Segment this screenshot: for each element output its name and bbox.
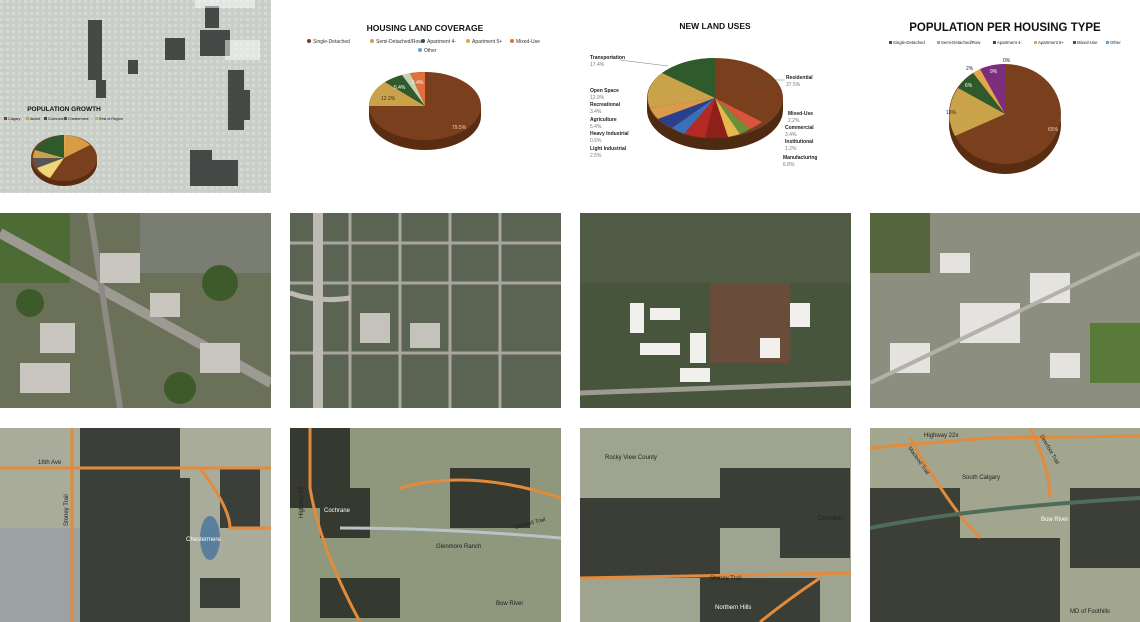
- nlu-value-heavy-industrial: 0.5%: [590, 138, 602, 144]
- housing-land-coverage-title: HOUSING LAND COVERAGE: [367, 23, 484, 33]
- nlu-label-open-space: Open Space: [590, 88, 619, 94]
- pph-legend-semi-detached: Semi-Detached/Row: [941, 40, 981, 45]
- pph-legend-single-detached: Single-Detached: [893, 40, 925, 45]
- housing-land-coverage-chart: HOUSING LAND COVERAGE Single-Detached Se…: [307, 23, 540, 150]
- population-growth-title: POPULATION GROWTH: [27, 106, 101, 113]
- aerial-photo-4: [870, 213, 1140, 408]
- new-land-uses-title: NEW LAND USES: [679, 21, 751, 31]
- nlu-label-light-industrial: Light Industrial: [590, 146, 627, 152]
- population-per-housing-title: POPULATION PER HOUSING TYPE: [909, 22, 1101, 34]
- map1-label-chestermere: Chestermere: [186, 537, 221, 543]
- map1-label-16th-ave: 16th Ave: [38, 460, 62, 466]
- population-per-housing-pie: 0% 2% 6% 9% 16% 65%: [946, 58, 1061, 174]
- hlc-label-semi-detached: 12.2%: [381, 96, 396, 102]
- pph-label-apartment4: 6%: [965, 83, 973, 89]
- pg-legend-rest-of-region: Rest of Region: [99, 117, 123, 121]
- map2-label-highway-22: Highway 22: [299, 486, 305, 518]
- aerial-photo-1: [0, 213, 271, 408]
- population-growth-pie: [31, 134, 97, 186]
- new-land-uses-chart: NEW LAND USES Transportation 17.4% Open …: [590, 21, 817, 168]
- map-chestermere: 16th Ave Stoney Trail Chestermere: [0, 428, 271, 622]
- pg-legend-cochrane: Cochrane: [48, 117, 64, 121]
- hlc-label-single-detached: 79.5%: [452, 125, 467, 131]
- nlu-value-agriculture: 5.4%: [590, 124, 602, 130]
- population-growth-panel: POPULATION GROWTH Calgary Airdrie Cochra…: [0, 0, 271, 193]
- pph-legend-apartment5: Apartment 5+: [1038, 40, 1064, 45]
- nlu-label-residential: Residential: [786, 75, 813, 81]
- map4-label-md-foothills: MD of Foothills: [1070, 609, 1110, 615]
- new-land-uses-pie: [647, 58, 783, 150]
- map2-label-cochrane: Cochrane: [324, 508, 351, 514]
- population-per-housing-chart: POPULATION PER HOUSING TYPE Single-Detac…: [889, 22, 1121, 174]
- pph-label-single-detached: 65%: [1048, 127, 1059, 133]
- pph-label-other: 0%: [1003, 58, 1011, 64]
- pph-label-apartment5: 2%: [966, 66, 974, 72]
- population-per-housing-panel: POPULATION PER HOUSING TYPE Single-Detac…: [870, 0, 1140, 193]
- map3-label-rocky-view: Rocky View County: [605, 455, 657, 461]
- map3-label-crossiron: Crossiron: [818, 516, 844, 522]
- map2-label-glenmore-ranch: Glenmore Ranch: [436, 544, 481, 550]
- nlu-label-agriculture: Agriculture: [590, 117, 617, 123]
- pph-legend-apartment4: Apartment 4-: [997, 40, 1022, 45]
- nlu-label-commercial: Commercial: [785, 125, 814, 131]
- hlc-label-apartment4: 5.4%: [394, 85, 406, 91]
- pph-label-semi-detached: 16%: [946, 110, 957, 116]
- aerial-photo-3: [580, 213, 851, 408]
- pg-legend-airdrie: Airdrie: [30, 117, 40, 121]
- pg-legend-calgary: Calgary: [8, 117, 21, 121]
- map4-label-south-calgary: South Calgary: [962, 475, 1000, 481]
- nlu-value-manufacturing: 6.8%: [783, 162, 795, 168]
- map2-label-bow-river: Bow River: [496, 601, 523, 607]
- hlc-legend-mixed-use: Mixed-Use: [516, 39, 540, 45]
- hlc-legend-apartment4: Apartment 4-: [427, 39, 456, 45]
- pph-label-mixed-use: 9%: [990, 69, 998, 75]
- map3-label-stoney-trail: Stoney Trail: [710, 576, 742, 582]
- nlu-value-recreational: 3.4%: [590, 109, 602, 115]
- nlu-value-open-space: 12.9%: [590, 95, 605, 101]
- new-land-uses-panel: NEW LAND USES Transportation 17.4% Open …: [580, 0, 851, 193]
- nlu-value-institutional: 1.2%: [785, 146, 797, 152]
- hlc-legend-semi-detached: Semi-Detached/Row: [376, 39, 422, 45]
- map3-label-northern-hills: Northern Hills: [715, 605, 751, 611]
- map-cochrane: Cochrane Highway 22 Glenmore Ranch Bow R…: [290, 428, 561, 622]
- nlu-value-commercial: 3.4%: [785, 132, 797, 138]
- map4-label-bow-river: Bow River: [1041, 517, 1068, 523]
- map-south-calgary: Highway 22x Deerfoot Trail Macleod Trail…: [870, 428, 1140, 622]
- population-growth-map: POPULATION GROWTH Calgary Airdrie Cochra…: [0, 0, 271, 193]
- hlc-legend-apartment5: Apartment 5+: [472, 39, 502, 45]
- nlu-value-mixed-use: 2.2%: [788, 118, 800, 124]
- aerial-photo-2: [290, 213, 561, 408]
- nlu-label-heavy-industrial: Heavy Industrial: [590, 131, 629, 137]
- nlu-label-manufacturing: Manufacturing: [783, 155, 817, 161]
- pph-legend-other: Other: [1110, 40, 1121, 45]
- hlc-legend-single-detached: Single-Detached: [313, 39, 350, 45]
- map4-label-highway-22x: Highway 22x: [924, 433, 958, 439]
- map-crossiron: Rocky View County Crossiron Stoney Trail…: [580, 428, 851, 622]
- pg-legend-chestermere: Chestermere: [68, 117, 89, 121]
- nlu-label-institutional: Institutional: [785, 139, 814, 145]
- nlu-label-mixed-use: Mixed-Use: [788, 111, 813, 117]
- housing-land-coverage-panel: HOUSING LAND COVERAGE Single-Detached Se…: [290, 0, 561, 193]
- pph-legend-mixed-use: Mixed-Use: [1077, 40, 1098, 45]
- nlu-value-light-industrial: 2.5%: [590, 153, 602, 159]
- housing-land-coverage-pie: 79.5% 12.2% 5.4% 5.4%: [368, 71, 481, 150]
- hlc-legend-other: Other: [424, 48, 437, 54]
- map1-label-stoney-trail: Stoney Trail: [64, 494, 70, 526]
- nlu-label-recreational: Recreational: [590, 102, 621, 108]
- nlu-value-transportation: 17.4%: [590, 62, 605, 68]
- nlu-value-residential: 37.5%: [786, 82, 801, 88]
- nlu-label-transportation: Transportation: [590, 55, 625, 61]
- hlc-label-mixed-use: 5.4%: [412, 80, 424, 86]
